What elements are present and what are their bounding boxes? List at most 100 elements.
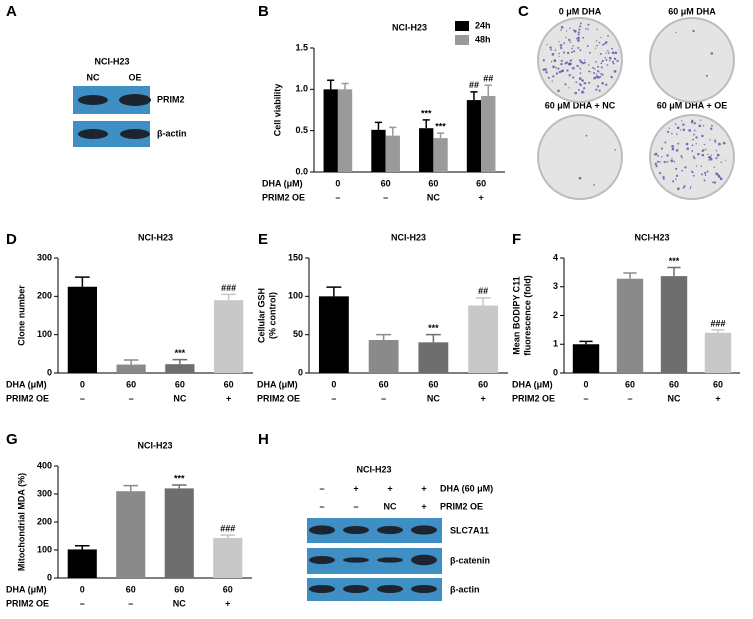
colony: [716, 153, 720, 157]
x-table-cell: 60: [669, 379, 679, 389]
colony: [588, 70, 590, 73]
x-table-cell: 0: [583, 379, 588, 389]
lane-label: NC: [87, 72, 100, 82]
lane-sign: –: [319, 501, 324, 511]
colony: [599, 53, 602, 55]
colony: [686, 147, 690, 151]
colony: [684, 166, 687, 169]
error-bar: [123, 484, 139, 492]
colony: [595, 73, 598, 75]
colony: [561, 44, 563, 46]
bar: [616, 278, 644, 373]
colony: [698, 124, 702, 128]
colony: [610, 57, 612, 59]
x-table-cell: 60: [428, 178, 438, 188]
colony: [589, 51, 591, 54]
colony: [715, 157, 718, 160]
colony: [659, 172, 662, 175]
colony: [595, 88, 598, 91]
significance-label: ***: [435, 122, 446, 132]
blot-band: [411, 525, 437, 535]
colony: [604, 56, 607, 59]
colony: [675, 178, 677, 180]
colony: [586, 45, 589, 47]
colony: [700, 165, 703, 167]
chart-title: NCI-H23: [137, 440, 172, 450]
error-bar: [221, 293, 236, 301]
plate: [649, 114, 735, 200]
colony: [704, 171, 707, 175]
x-table-cell: –: [627, 393, 632, 403]
colony: [579, 60, 583, 64]
colony: [583, 59, 586, 61]
colony: [715, 172, 719, 176]
colony: [547, 76, 550, 79]
colony: [545, 68, 547, 70]
colony: [569, 27, 571, 29]
legend-label: 48h: [475, 34, 491, 44]
error-bar: [389, 126, 397, 136]
lane-sign: +: [421, 501, 426, 511]
colony: [563, 42, 566, 44]
plate: [649, 17, 735, 103]
blot-band: [377, 585, 403, 593]
colony: [675, 123, 677, 125]
colony: [705, 74, 708, 77]
panel-letter: H: [258, 431, 269, 448]
colony: [542, 68, 546, 71]
x-table-row-label: PRIM2 OE: [257, 393, 300, 403]
colony: [599, 75, 602, 78]
colony: [577, 46, 580, 49]
x-table-cell: –: [129, 393, 134, 403]
colony: [588, 81, 591, 84]
colony: [676, 133, 678, 136]
colony: [573, 29, 577, 33]
colony: [714, 141, 717, 143]
chart-title: NCI-H23: [634, 232, 669, 242]
colony: [681, 157, 683, 159]
colony: [675, 174, 679, 178]
significance-label: ##: [469, 80, 479, 90]
colony: [598, 89, 601, 92]
error-bar: [484, 84, 492, 96]
blot-band: [343, 526, 369, 534]
colony: [565, 36, 567, 39]
x-table-row-label: PRIM2 OE: [6, 598, 49, 608]
colony: [612, 60, 614, 63]
colony: [568, 87, 570, 89]
blot-row-label: β-actin: [450, 584, 480, 594]
bar: [165, 364, 195, 373]
y-axis-label: Cellular GSH: [256, 288, 266, 343]
colony: [660, 147, 663, 150]
lane-sign: +: [387, 483, 392, 493]
colony: [578, 176, 582, 180]
colony: [560, 46, 563, 50]
colony: [579, 49, 582, 52]
blot-band: [120, 129, 150, 139]
colony: [551, 80, 553, 82]
colony: [666, 154, 669, 157]
colony: [666, 130, 670, 134]
blot-band: [78, 129, 108, 139]
colony: [691, 150, 694, 152]
colony: [718, 142, 721, 146]
x-table-cell: –: [80, 393, 85, 403]
blot-band: [411, 585, 437, 593]
y-tick-label: 0: [553, 367, 558, 377]
y-tick-label: 100: [37, 544, 52, 554]
colony: [656, 160, 659, 163]
bar: [481, 95, 496, 172]
lane-sign: –: [319, 483, 324, 493]
colony: [689, 187, 692, 190]
error-bar: [123, 359, 139, 365]
colony: [593, 183, 595, 186]
bar: [67, 549, 97, 578]
colony: [710, 154, 713, 156]
blot-band: [343, 585, 369, 593]
error-bar: [425, 333, 441, 343]
colony: [715, 150, 718, 152]
plate-label: 60 μM DHA + OE: [657, 100, 727, 110]
colony: [613, 70, 617, 73]
colony: [571, 66, 575, 70]
bar: [323, 89, 338, 172]
